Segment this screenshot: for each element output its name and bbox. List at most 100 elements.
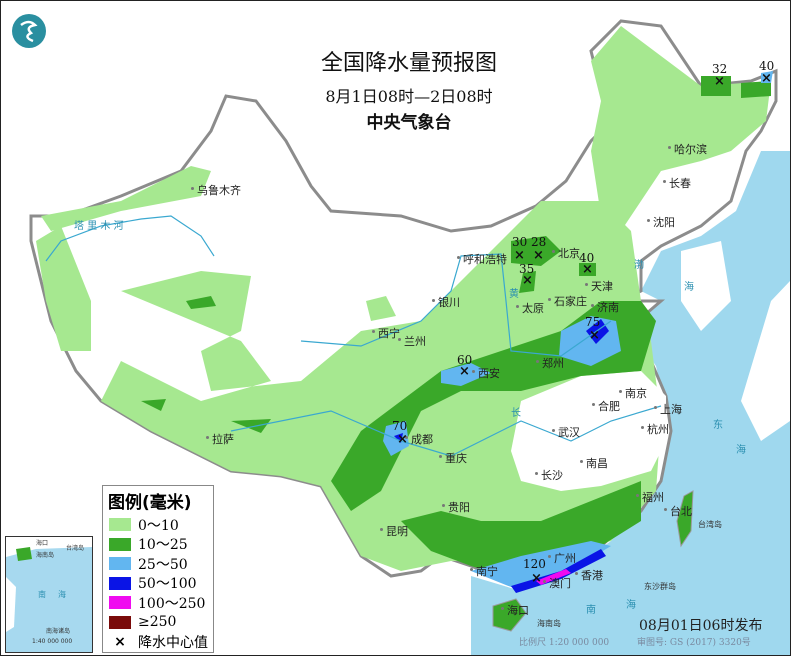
legend-title: 图例(毫米)	[108, 493, 192, 513]
legend: 图例(毫米) 0～10 10～25 25～50 50～100 100～250 ≥…	[102, 485, 214, 653]
river-label: 黄	[509, 289, 519, 300]
map-approval-number: 审图号: GS (2017) 3320号	[637, 638, 751, 648]
rain-center-marker-icon: ×	[761, 71, 772, 86]
legend-swatch	[109, 537, 131, 551]
city-label: 北京	[552, 247, 580, 260]
yellow-river	[300, 253, 612, 357]
island-label: 东沙群岛	[644, 582, 676, 591]
cma-logo-icon	[12, 14, 46, 48]
rain-center-value: 40	[579, 251, 595, 265]
inset-label: 海南岛	[36, 552, 55, 559]
south-china-sea-inset: 海口 海南岛 台湾岛 南 海 南海诸岛 1:40 000 000	[5, 536, 93, 653]
city-label: 成都	[405, 433, 433, 446]
city-label: 太原	[516, 302, 544, 315]
city-label: 兰州	[398, 335, 426, 348]
map-scale: 比例尺 1:20 000 000	[519, 638, 610, 648]
legend-label: ≥250	[138, 614, 177, 631]
inset-label: 南海诸岛	[46, 628, 71, 635]
legend-swatch	[109, 557, 131, 571]
legend-swatch	[109, 596, 131, 610]
city-label: 长沙	[535, 469, 563, 482]
sea-label: 东	[713, 420, 723, 431]
rain-center-value: 32	[712, 62, 728, 76]
taiwan	[676, 490, 694, 548]
city-label: 海口	[501, 604, 529, 617]
inset-label: 海	[58, 590, 66, 599]
legend-item: 0～10	[109, 515, 213, 535]
city-label: 广州	[548, 552, 576, 565]
yangtze-river	[230, 405, 662, 457]
city-label: 合肥	[592, 400, 620, 413]
rain-center-value: 30	[512, 235, 528, 249]
inset-label: 海口	[36, 540, 49, 547]
city-label: 西宁	[372, 327, 400, 340]
map-title: 全国降水量预报图	[320, 51, 497, 76]
river-label: 长	[511, 408, 521, 419]
city-label: 拉萨	[206, 433, 234, 446]
sea-label: 海	[626, 600, 636, 611]
rain-center-marker-icon: ×	[582, 262, 593, 277]
city-label: 南昌	[580, 457, 608, 470]
rain-center-value: 120	[523, 557, 546, 571]
city-label: 乌鲁木齐	[191, 184, 241, 197]
city-label: 上海	[654, 403, 682, 416]
city-label: 银川	[432, 296, 460, 309]
inset-scale: 1:40 000 000	[32, 638, 73, 645]
issue-time: 08月01日06时发布	[639, 618, 763, 634]
city-label: 石家庄	[548, 295, 587, 308]
sea-label: 海	[736, 445, 746, 456]
legend-label: 10～25	[138, 537, 188, 554]
rain-center-marker-icon: ×	[714, 74, 725, 89]
rain-center-value: 60	[457, 353, 473, 367]
city-label: 南宁	[470, 565, 498, 578]
city-label: 贵阳	[442, 501, 470, 514]
city-label: 郑州	[536, 357, 564, 370]
legend-label: 50～100	[138, 576, 197, 593]
city-label: 西安	[472, 367, 500, 380]
issuer: 中央气象台	[366, 113, 452, 133]
legend-item: 100～250	[109, 593, 213, 613]
legend-item: × 降水中心值	[109, 632, 213, 652]
sea-label: 海	[684, 282, 694, 293]
legend-label: 100～250	[138, 595, 206, 612]
rain-center-marker-icon: ×	[397, 432, 408, 447]
rain-center-marker-icon: ×	[533, 248, 544, 263]
city-label: 昆明	[380, 525, 408, 538]
city-label: 香港	[575, 569, 603, 582]
legend-label: 0～10	[138, 517, 179, 534]
rain-center-value: 35	[519, 262, 535, 276]
rain-center-marker-icon: ×	[522, 273, 533, 288]
city-label: 福州	[636, 491, 664, 504]
dry-area-yangtze	[511, 371, 666, 491]
rain-center-marker-icon: ×	[514, 248, 525, 263]
rain-center-marker-icon: ×	[114, 633, 126, 650]
city-label: 哈尔滨	[668, 143, 707, 156]
city-label: 杭州	[641, 423, 669, 436]
legend-label: 25～50	[138, 556, 188, 573]
legend-swatch	[109, 615, 131, 629]
korea-japan-land	[681, 241, 790, 441]
legend-label: 降水中心值	[138, 634, 208, 651]
sea-label: 南	[586, 605, 596, 616]
rain-center-marker-icon: ×	[531, 571, 542, 586]
sea-label: 渤	[634, 260, 644, 271]
forecast-period: 8月1日08时—2日08时	[325, 87, 493, 106]
rain-center-value: 70	[392, 419, 408, 433]
river-label: 塔 里 木 河	[74, 221, 124, 232]
city-label: 重庆	[439, 452, 467, 465]
city-label: 澳门	[543, 577, 571, 590]
city-label: 济南	[591, 301, 619, 314]
city-label: 沈阳	[647, 216, 675, 229]
island-label: 台湾岛	[698, 520, 722, 529]
rain-center-value: 28	[531, 235, 547, 249]
inset-label: 南	[38, 590, 46, 599]
rain-center-marker-icon: ×	[459, 364, 470, 379]
legend-swatch	[109, 518, 131, 532]
inset-map	[6, 537, 92, 632]
city-label: 武汉	[552, 426, 580, 439]
tarim-river	[45, 215, 215, 262]
inset-label: 台湾岛	[66, 545, 85, 552]
legend-item: ≥250	[109, 613, 213, 633]
rain-center-value: 40	[759, 59, 775, 73]
